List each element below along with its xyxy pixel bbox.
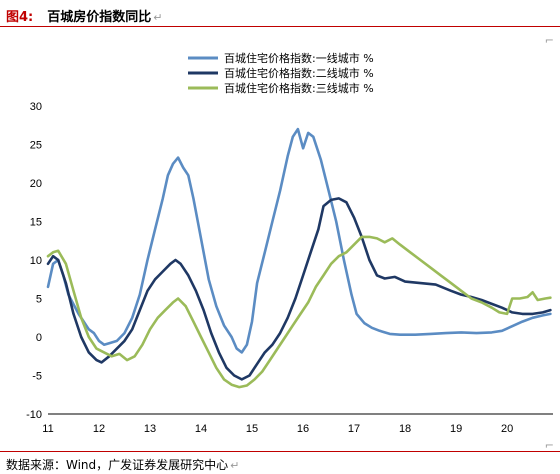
x-tick-label: 16 xyxy=(297,423,309,435)
x-tick-label: 11 xyxy=(42,423,53,435)
corner-mark-top: ⌐ xyxy=(544,34,554,47)
x-tick-label: 17 xyxy=(348,423,360,435)
data-source: 数据来源：Wind，广发证券发展研究中心 ↵ xyxy=(6,456,239,473)
source-return-mark: ↵ xyxy=(230,459,240,472)
y-tick-label: 5 xyxy=(36,294,42,306)
series-line-3 xyxy=(46,235,552,389)
x-tick-label: 12 xyxy=(93,423,105,435)
y-tick-label: 30 xyxy=(30,101,42,113)
y-tick-label: 20 xyxy=(30,178,42,190)
x-tick-label: 15 xyxy=(246,423,258,435)
series-line-2 xyxy=(46,197,552,381)
figure-header: 图4: 百城房价指数同比 ↵ xyxy=(0,0,560,27)
legend-label: 百城住宅价格指数:二线城市 % xyxy=(224,66,374,80)
y-tick-label: -10 xyxy=(26,409,42,421)
corner-mark-bottom: ⌐ xyxy=(544,439,554,452)
return-mark: ↵ xyxy=(153,11,163,24)
legend-label: 百城住宅价格指数:一线城市 % xyxy=(224,51,374,65)
x-tick-label: 13 xyxy=(144,423,156,435)
figure-footer: 数据来源：Wind，广发证券发展研究中心 ↵ xyxy=(0,451,560,474)
x-tick-label: 14 xyxy=(195,423,207,435)
chart-legend: 百城住宅价格指数:一线城市 %百城住宅价格指数:二线城市 %百城住宅价格指数:三… xyxy=(188,51,374,95)
line-chart: -10 -5 0 5 10 15 20 25 30 11 12 13 14 15 16 17 18 19 20 百城… xyxy=(26,51,553,435)
legend-label: 百城住宅价格指数:三线城市 % xyxy=(224,81,374,95)
x-tick-label: 20 xyxy=(501,423,513,435)
y-tick-label: 10 xyxy=(30,255,42,267)
chart-axes: -10 -5 0 5 10 15 20 25 30 11 12 13 14 15 16 17 18 19 20 xyxy=(26,101,553,435)
chart-title: 百城房价指数同比 xyxy=(47,10,152,25)
y-tick-label: 25 xyxy=(30,140,42,152)
chart-series xyxy=(46,127,552,389)
series-line-1 xyxy=(46,127,552,354)
y-tick-label: 0 xyxy=(36,332,42,344)
data-source-text: 数据来源：Wind，广发证券发展研究中心 xyxy=(6,458,229,472)
x-tick-label: 18 xyxy=(399,423,411,435)
figure-label: 图4: xyxy=(6,10,34,25)
y-tick-label: 15 xyxy=(30,217,42,229)
figure-title: 图4: 百城房价指数同比 ↵ xyxy=(6,6,162,25)
y-tick-label: -5 xyxy=(32,371,42,383)
x-tick-label: 19 xyxy=(450,423,462,435)
